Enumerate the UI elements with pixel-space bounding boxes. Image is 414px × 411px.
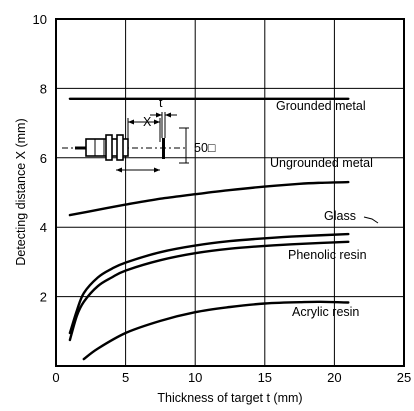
y-tick-label: 4	[40, 220, 47, 235]
series-label-glass: Glass	[324, 209, 356, 223]
series-label-phenolic-resin: Phenolic resin	[288, 248, 367, 262]
y-tick-label: 10	[33, 12, 47, 27]
y-tick-label: 8	[40, 81, 47, 96]
y-tick-label: 6	[40, 151, 47, 166]
inset-size-label: 50□	[194, 141, 216, 155]
series-line-ungrounded-metal	[68, 180, 350, 217]
series-label-acrylic-resin: Acrylic resin	[292, 305, 359, 319]
sensor-nut-1	[105, 134, 113, 161]
y-axis-title: Detecting distance X (mm)	[14, 118, 28, 265]
plot-frame	[55, 18, 405, 367]
inset-t-label: t	[159, 96, 163, 110]
series-line-phenolic-resin	[68, 240, 350, 342]
distance-arrow-left	[128, 119, 134, 125]
distance-arrow-right	[154, 119, 160, 125]
series-label-grounded-metal: Grounded metal	[276, 99, 366, 113]
x-tick-label: 15	[258, 370, 272, 385]
x-tick-label: 25	[397, 370, 411, 385]
glass-label-leader	[363, 216, 379, 224]
sensor-diagram: X t 50□	[62, 96, 216, 173]
thickness-arrow-left	[156, 112, 162, 118]
movement-arrow-right	[154, 167, 160, 173]
inset-x-label: X	[143, 115, 152, 129]
series-lines	[68, 97, 350, 361]
sensor-target	[162, 138, 165, 159]
series-line-acrylic-resin	[82, 300, 350, 361]
y-tick-label: 2	[40, 290, 47, 305]
gridlines	[56, 19, 404, 366]
movement-arrow-left	[116, 167, 122, 173]
y-tick-labels: 2 4 6 8 10	[33, 12, 47, 305]
x-tick-labels: 0 5 10 15 20 25	[52, 370, 411, 385]
x-tick-label: 10	[188, 370, 202, 385]
thickness-arrow-right	[165, 112, 171, 118]
x-tick-label: 5	[122, 370, 129, 385]
series-label-ungrounded-metal: Ungrounded metal	[270, 156, 373, 170]
x-tick-label: 0	[52, 370, 59, 385]
x-axis-title: Thickness of target t (mm)	[157, 391, 302, 405]
series-line-glass	[68, 232, 350, 335]
sensor-nut-2	[116, 134, 124, 161]
x-tick-label: 20	[327, 370, 341, 385]
